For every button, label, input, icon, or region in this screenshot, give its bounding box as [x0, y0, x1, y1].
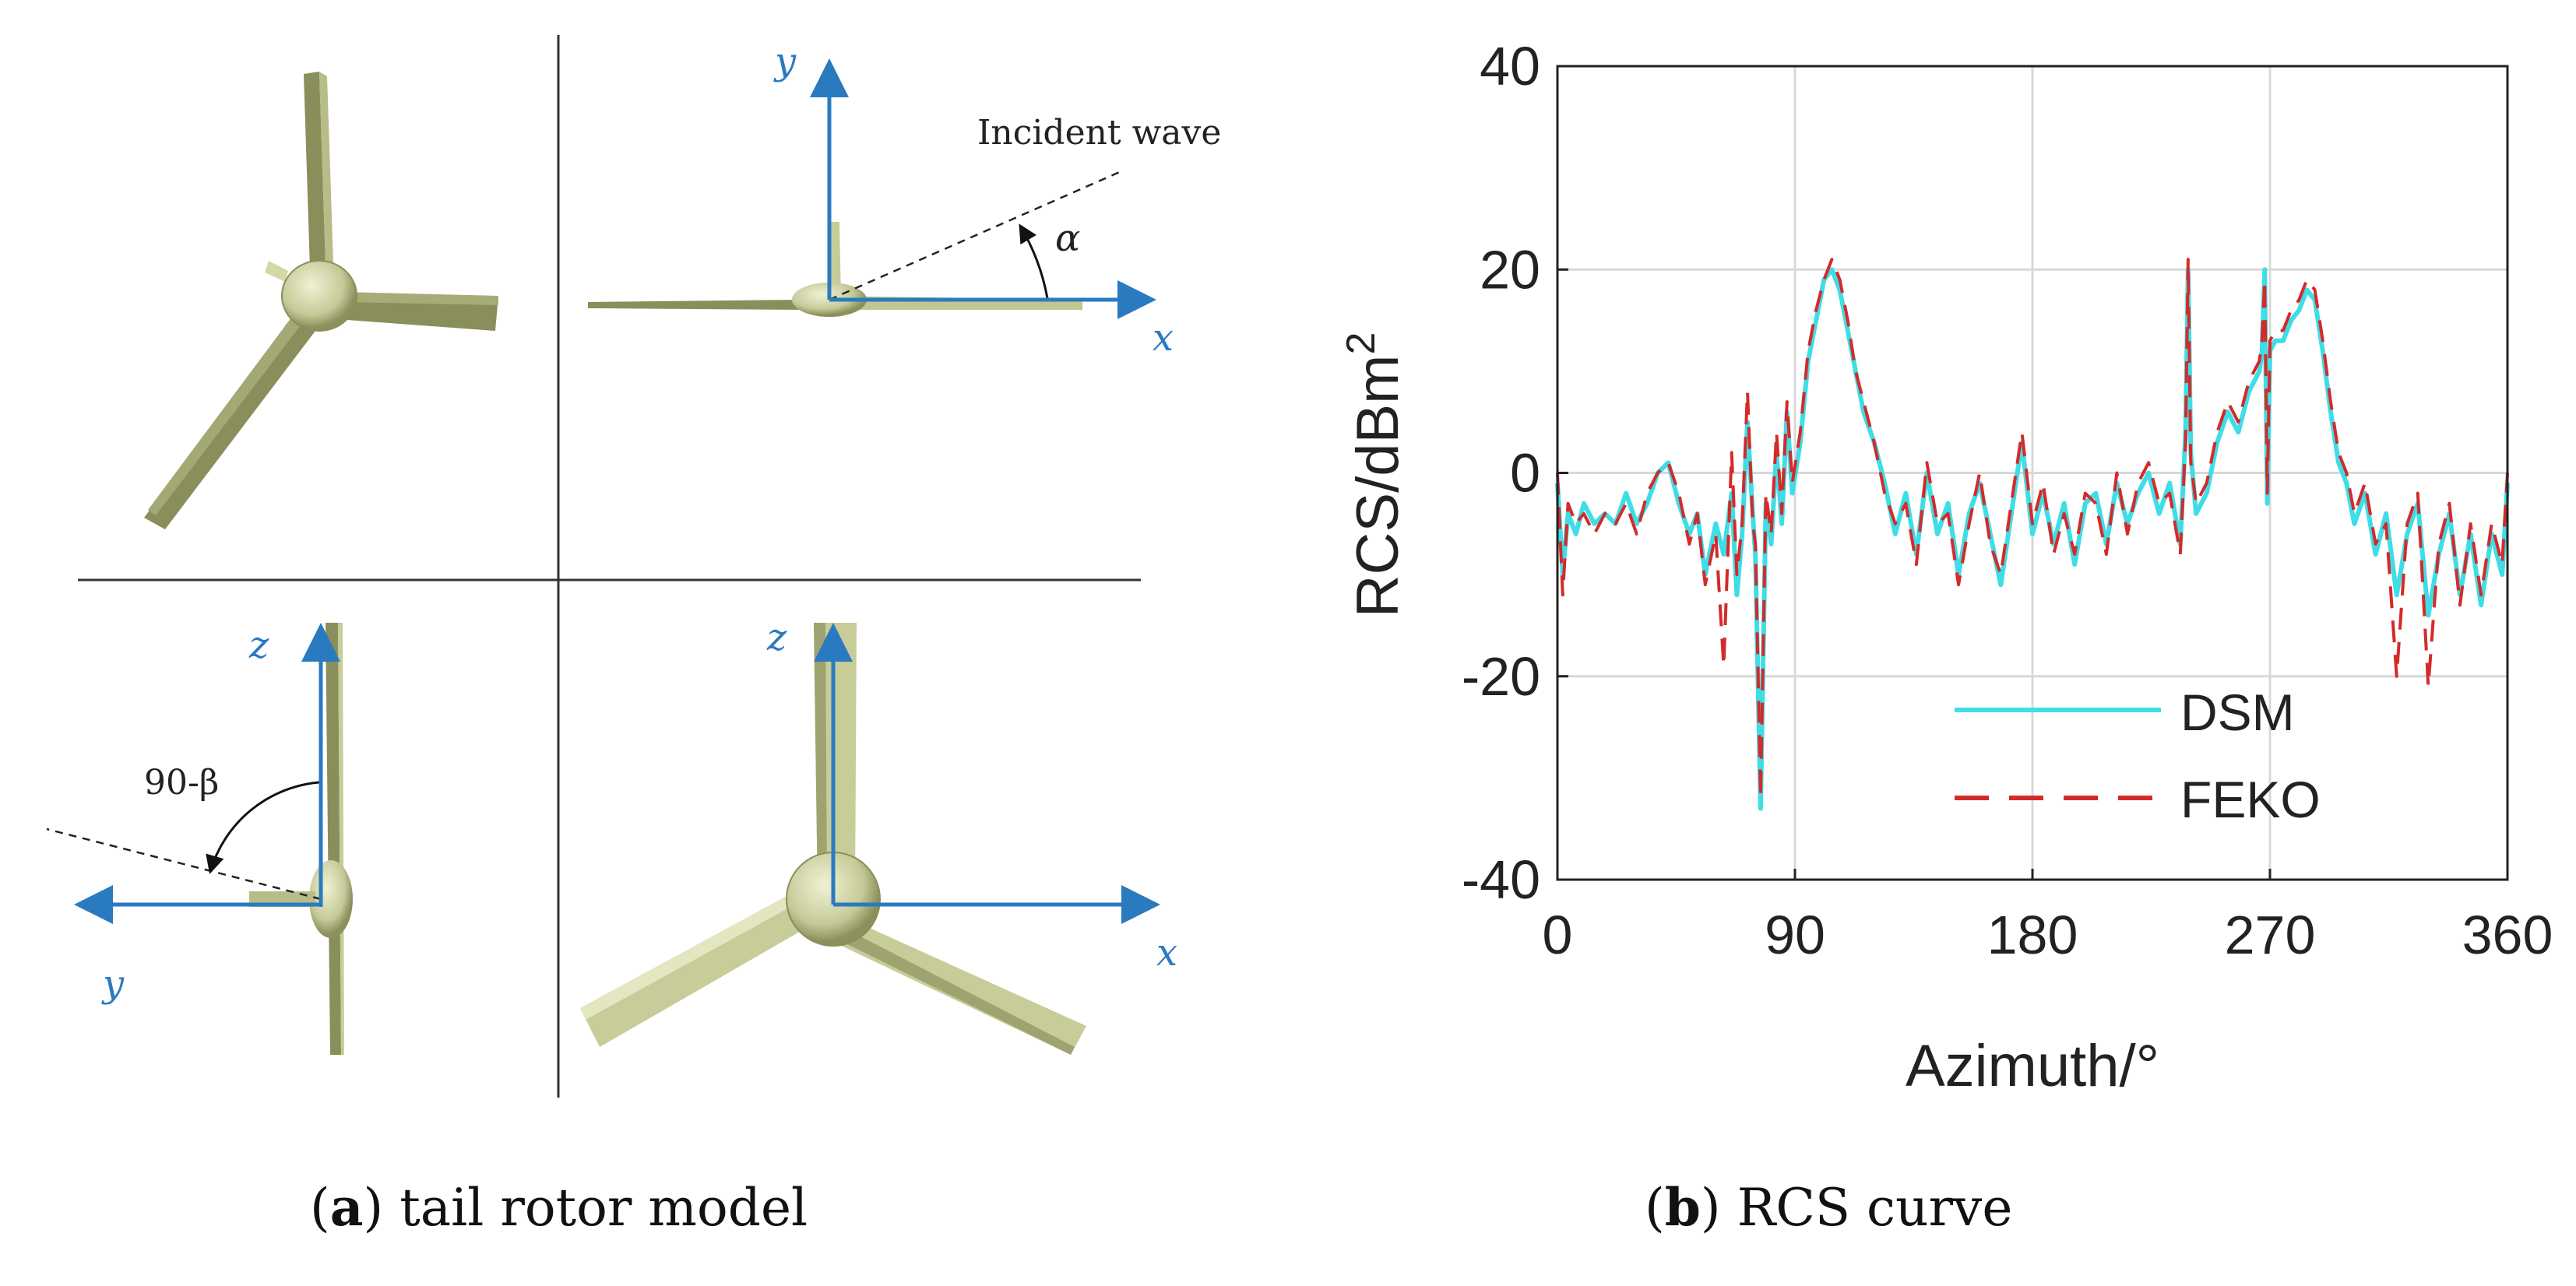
- caption-b-text: RCS curve: [1737, 1178, 2013, 1238]
- legend-label-dsm: DSM: [2180, 683, 2295, 741]
- x-tick-label: 270: [2225, 905, 2316, 965]
- rotor-front-view: z x: [580, 616, 1177, 1055]
- chart-legend: DSM FEKO: [1955, 683, 2321, 828]
- y-axis-title: RCS/dBm2: [1339, 332, 1411, 618]
- rotor-top-view: y x Incident wave α: [588, 40, 1221, 360]
- incident-wave-line-side: [46, 827, 322, 901]
- x-tick-label: 180: [1987, 905, 2078, 965]
- x-axis-label-right: x: [1156, 931, 1177, 975]
- y-tick-label: -40: [1462, 849, 1540, 910]
- rcs-chart: 0 90 180 270 360 -40 -20 0 20 40 Azimuth/° RCS/dB…: [1339, 36, 2553, 1099]
- rotor-perspective-view: [144, 72, 498, 529]
- alpha-angle-arc: [1019, 223, 1049, 299]
- ninety-minus-beta-label: 90-β: [144, 763, 219, 803]
- x-tick-label: 0: [1543, 905, 1573, 965]
- caption-b-letter: b: [1664, 1177, 1701, 1238]
- incident-wave-label: Incident wave: [977, 113, 1221, 153]
- legend-label-feko: FEKO: [2180, 771, 2321, 828]
- caption-a-letter: a: [329, 1177, 364, 1238]
- z-axis-label-left: z: [248, 624, 269, 667]
- y-axis-label-top: y: [773, 40, 797, 83]
- z-axis-label-right: z: [766, 616, 787, 659]
- caption-panel-a: (a) tail rotor model: [310, 1177, 808, 1238]
- y-axis-label-left: y: [101, 962, 125, 1006]
- y-tick-label: 20: [1480, 239, 1540, 300]
- y-axis-title-text: RCS/dBm: [1345, 355, 1411, 618]
- y-tick-label: -20: [1462, 646, 1540, 707]
- caption-a-text: tail rotor model: [399, 1178, 808, 1238]
- caption-panel-b: (b) RCS curve: [1645, 1177, 2013, 1238]
- chart-series-layer: [1555, 258, 2510, 811]
- incident-wave-line-top: [829, 170, 1122, 301]
- alpha-label: α: [1055, 216, 1080, 260]
- rotor-side-view: z y 90-β: [46, 623, 353, 1055]
- x-axis-label-top: x: [1153, 316, 1174, 360]
- x-tick-label: 360: [2462, 905, 2553, 965]
- y-axis-title-superscript: 2: [1339, 332, 1384, 355]
- x-tick-label: 90: [1765, 905, 1825, 965]
- y-tick-label: 40: [1480, 36, 1540, 97]
- x-axis-title: Azimuth/°: [1906, 1033, 2159, 1099]
- chart-ticks: 0 90 180 270 360 -40 -20 0 20 40: [1462, 36, 2553, 965]
- panel-a-rotor-views: y x Incident wave α z y 90-β: [46, 35, 1221, 1098]
- y-tick-label: 0: [1510, 443, 1540, 504]
- ninety-minus-beta-arc: [206, 781, 320, 874]
